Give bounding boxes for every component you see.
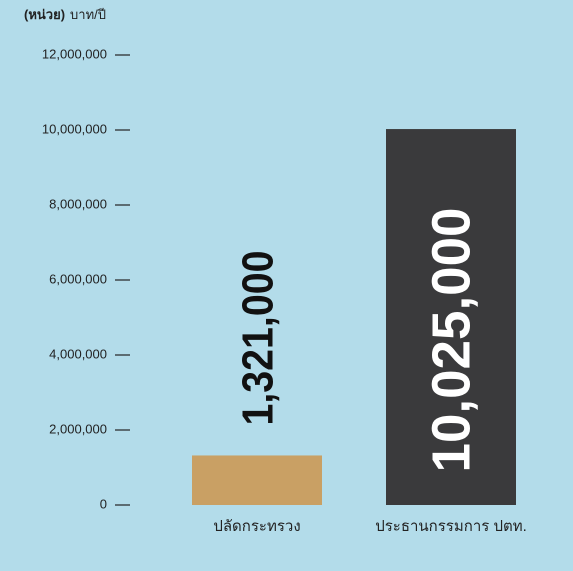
bar [192, 455, 322, 505]
x-tick-label: ประธานกรรมการ ปตท. [375, 518, 527, 535]
y-tick-label: 8,000,000 [49, 196, 107, 211]
y-axis-label: (หน่วย) บาท/ปี [24, 7, 106, 22]
x-tick-label: ปลัดกระทรวง [213, 518, 300, 535]
y-tick-label: 0 [100, 496, 107, 511]
bar [386, 129, 516, 505]
unit: บาท/ปี [70, 7, 106, 22]
y-tick-label: 6,000,000 [49, 271, 107, 286]
unit-prefix: (หน่วย) [24, 7, 65, 22]
y-tick-label: 12,000,000 [42, 46, 107, 61]
value-label: 1,321,000 [234, 251, 283, 426]
y-tick-label: 10,000,000 [42, 121, 107, 136]
y-tick-label: 2,000,000 [49, 421, 107, 436]
value-label: 10,025,000 [421, 208, 481, 473]
y-tick-label: 4,000,000 [49, 346, 107, 361]
